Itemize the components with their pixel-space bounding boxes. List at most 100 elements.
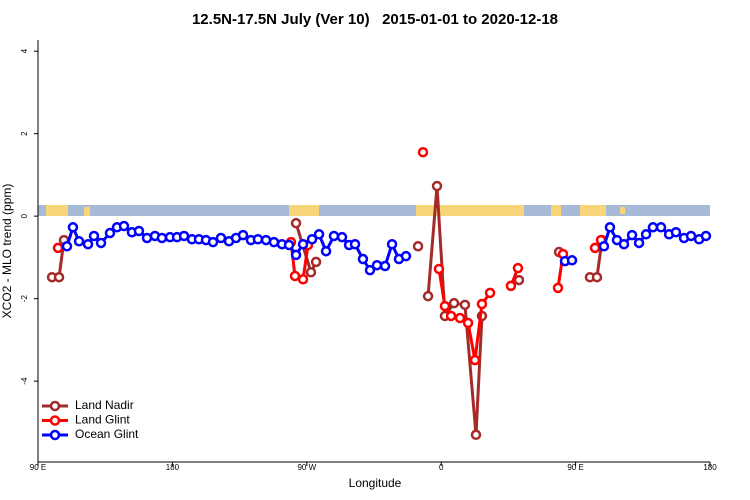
data-point [289,270,301,282]
data-point [82,238,94,250]
data-point [439,300,451,312]
data-point [290,249,302,261]
data-point [357,253,369,265]
data-point [647,222,659,233]
data-point [320,245,332,257]
x-tick-label: 90 E [567,463,583,472]
data-point [604,222,616,233]
data-point [431,180,443,192]
data-point [53,271,65,283]
data-point [118,220,130,232]
y-axis-label: XCO2 - MLO trend (ppm) [0,184,14,319]
data-point [505,280,517,292]
x-tick-label: 90 W [297,463,316,472]
data-point [589,242,601,254]
series-line [52,185,604,435]
data-point [371,259,383,271]
data-point [670,226,682,238]
data-point [476,298,488,310]
data-point [552,282,564,294]
data-point [448,297,460,309]
legend-marker [49,429,61,441]
data-point [283,239,295,251]
data-point [297,274,309,285]
data-point [52,242,64,254]
data-point [598,241,610,252]
data-point [297,238,309,250]
data-point [73,236,85,247]
data-point [633,237,645,249]
data-point [566,255,578,266]
x-tick-label: 180 [166,463,180,472]
land-mask [38,205,710,216]
legend-label: Land Nadir [75,398,134,412]
data-point [462,317,474,329]
land-patch [289,205,319,216]
data-point [215,232,227,244]
data-point [237,229,249,241]
x-tick-label: 180 [703,463,717,472]
data-point [328,230,340,242]
ocean-band [38,205,710,216]
y-tick-label: 2 [20,131,29,136]
y-tick-label: 4 [20,48,29,53]
y-tick-label: -4 [20,377,29,385]
data-point [640,229,652,240]
data-point [433,263,445,275]
land-patch [416,205,524,216]
data-point [67,222,79,233]
data-point [364,264,376,276]
data-point [626,229,638,241]
legend-marker [49,415,61,426]
data-point [95,237,107,249]
data-point [306,233,318,245]
data-point [445,310,457,322]
data-point [313,229,325,240]
land-patch [620,207,625,214]
land-patch [84,207,90,216]
data-point [305,266,317,278]
data-point [470,429,482,441]
data-point [133,225,145,237]
legend-marker [49,400,61,412]
data-point [379,260,391,272]
data-point [484,287,496,299]
data-point [400,250,412,262]
data-point [88,230,100,242]
series-line [289,239,603,361]
data-point [655,222,667,233]
data-point [386,238,398,250]
land-patch [551,205,561,216]
data-point [459,299,471,311]
data-point [685,230,697,242]
x-tick-label: 90 E [30,463,46,472]
y-tick-label: 0 [20,213,29,218]
data-point [310,256,322,268]
data-point [61,241,73,252]
x-tick-label: 0 [439,463,444,472]
data-point [207,236,219,248]
data-point [422,290,434,302]
chart-title: 12.5N-17.5N July (Ver 10) 2015-01-01 to … [192,11,558,28]
x-axis-label: Longitude [349,476,402,490]
data-point [252,233,264,245]
data-point [618,238,630,250]
data-point [469,354,481,366]
y-tick-label: -2 [20,295,29,303]
data-point [290,217,302,229]
data-point [513,274,525,286]
data-point [336,231,348,243]
data-point [512,262,524,274]
land-patch [580,205,606,216]
legend-label: Land Glint [75,413,130,427]
legend-label: Ocean Glint [75,427,139,441]
data-point [417,146,429,158]
data-point [454,312,466,324]
land-patch [46,205,68,216]
data-point [412,241,424,252]
data-point [700,230,712,242]
data-point [591,271,603,283]
data-point [156,232,168,244]
data-point [268,236,280,248]
